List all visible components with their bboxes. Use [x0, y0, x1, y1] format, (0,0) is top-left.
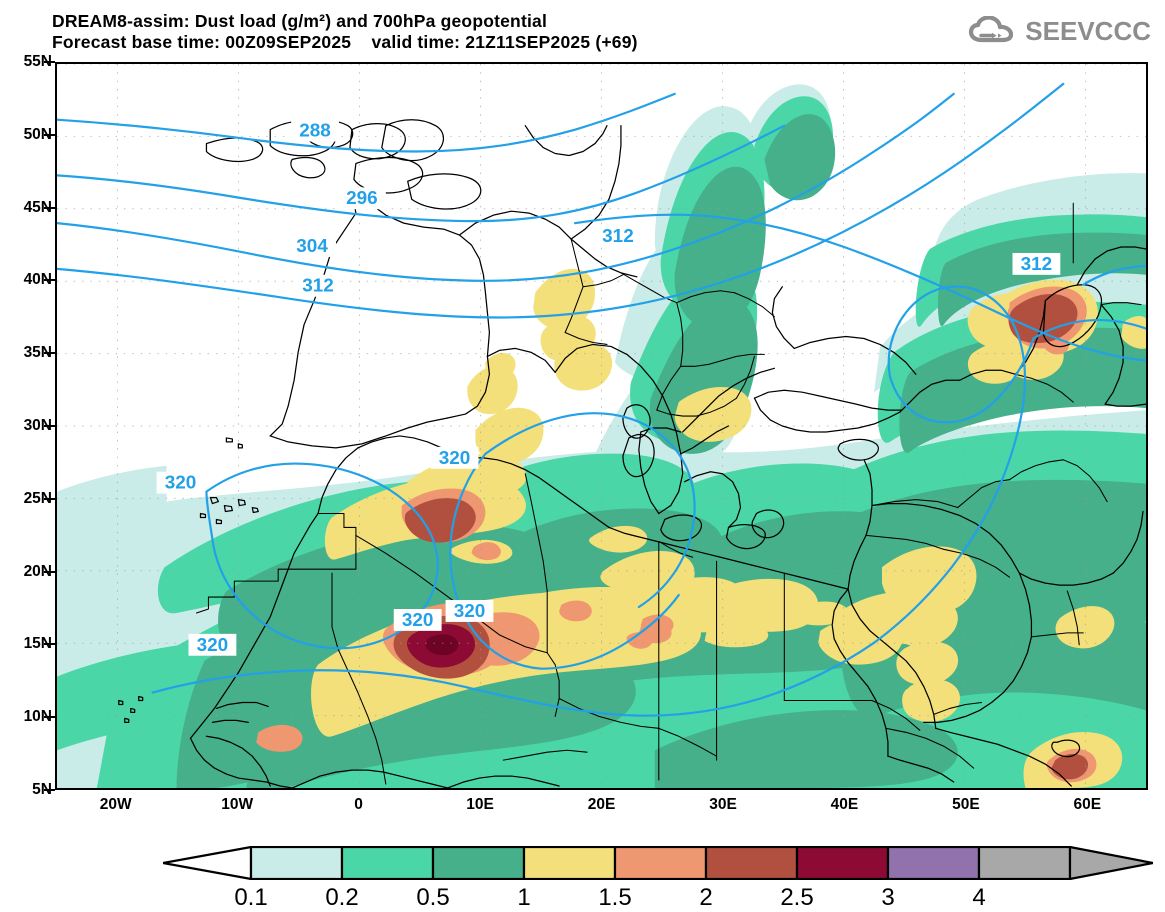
x-tick-label: 30E: [709, 796, 737, 813]
svg-text:312: 312: [1021, 254, 1053, 275]
coastlines-and-borders: [118, 119, 1146, 788]
svg-text:320: 320: [454, 601, 486, 622]
colorbar: [163, 846, 1153, 880]
y-tick-label: 40N: [23, 271, 52, 289]
y-tick-label: 25N: [23, 489, 52, 507]
y-tick-label: 15N: [23, 635, 52, 653]
svg-text:288: 288: [299, 121, 331, 142]
cloud-icon: [969, 16, 1014, 43]
chart-header: DREAM8-assim: Dust load (g/m²) and 700hP…: [0, 0, 1165, 58]
colorbar-tick-label: 1: [517, 884, 531, 911]
y-tick-label: 10N: [23, 708, 52, 726]
y-tick-label: 20N: [23, 562, 52, 580]
x-tick-label: 10W: [221, 796, 254, 813]
colorbar-tick-label: 0.1: [234, 884, 268, 911]
dust-load-map: 288 296 304 312 312 320 320 320 320 320 …: [57, 64, 1146, 788]
svg-text:304: 304: [296, 236, 328, 257]
svg-text:296: 296: [346, 188, 378, 209]
colorbar-tick-label: 4: [972, 884, 986, 911]
svg-text:312: 312: [302, 276, 334, 297]
x-tick-label: 50E: [952, 796, 980, 813]
colorbar-tick-label: 2: [699, 884, 713, 911]
y-tick-label: 45N: [23, 198, 52, 216]
x-tick-label: 10E: [466, 796, 494, 813]
x-tick-label: 40E: [830, 796, 859, 813]
y-tick-label: 30N: [23, 417, 52, 434]
logo-text: SEEVCCC: [1025, 16, 1151, 46]
x-tick-label: 20W: [99, 796, 132, 813]
svg-text:312: 312: [602, 226, 634, 247]
colorbar-tick-label: 1.5: [598, 884, 632, 911]
colorbar-tick-label: 3: [881, 884, 895, 911]
seevccc-logo: SEEVCCC: [968, 14, 1151, 48]
colorbar-legend: 0.1 0.2 0.5 1 1.5 2 2.5 3 4: [0, 838, 1165, 911]
y-tick-label: 50N: [23, 125, 52, 143]
colorbar-tick-label: 0.5: [416, 884, 450, 911]
svg-text:320: 320: [439, 448, 471, 469]
colorbar-tick-label: 0.2: [325, 884, 359, 911]
x-tick-label: 0: [354, 796, 363, 813]
chart-subtitle: Forecast base time: 00Z09SEP2025 valid t…: [52, 32, 638, 52]
chart-title: DREAM8-assim: Dust load (g/m²) and 700hP…: [52, 11, 548, 31]
map-plot-area: 288 296 304 312 312 320 320 320 320 320 …: [55, 62, 1148, 790]
svg-text:320: 320: [402, 610, 434, 631]
svg-text:320: 320: [197, 635, 229, 656]
svg-text:320: 320: [165, 473, 197, 494]
colorbar-tick-label: 2.5: [780, 884, 814, 911]
x-tick-label: 20E: [587, 796, 616, 813]
y-tick-label: 5N: [32, 781, 52, 798]
y-tick-label: 35N: [23, 344, 52, 362]
x-tick-label: 60E: [1073, 796, 1102, 813]
colorbar-swatches: [163, 846, 1153, 880]
map-clip: 288 296 304 312 312 320 320 320 320 320 …: [57, 64, 1146, 788]
geopotential-contours: [57, 82, 1146, 717]
y-tick-label: 55N: [23, 53, 52, 70]
geopotential-contour-labels: 288 296 304 312 312 320 320 320 320 320 …: [156, 119, 1061, 656]
